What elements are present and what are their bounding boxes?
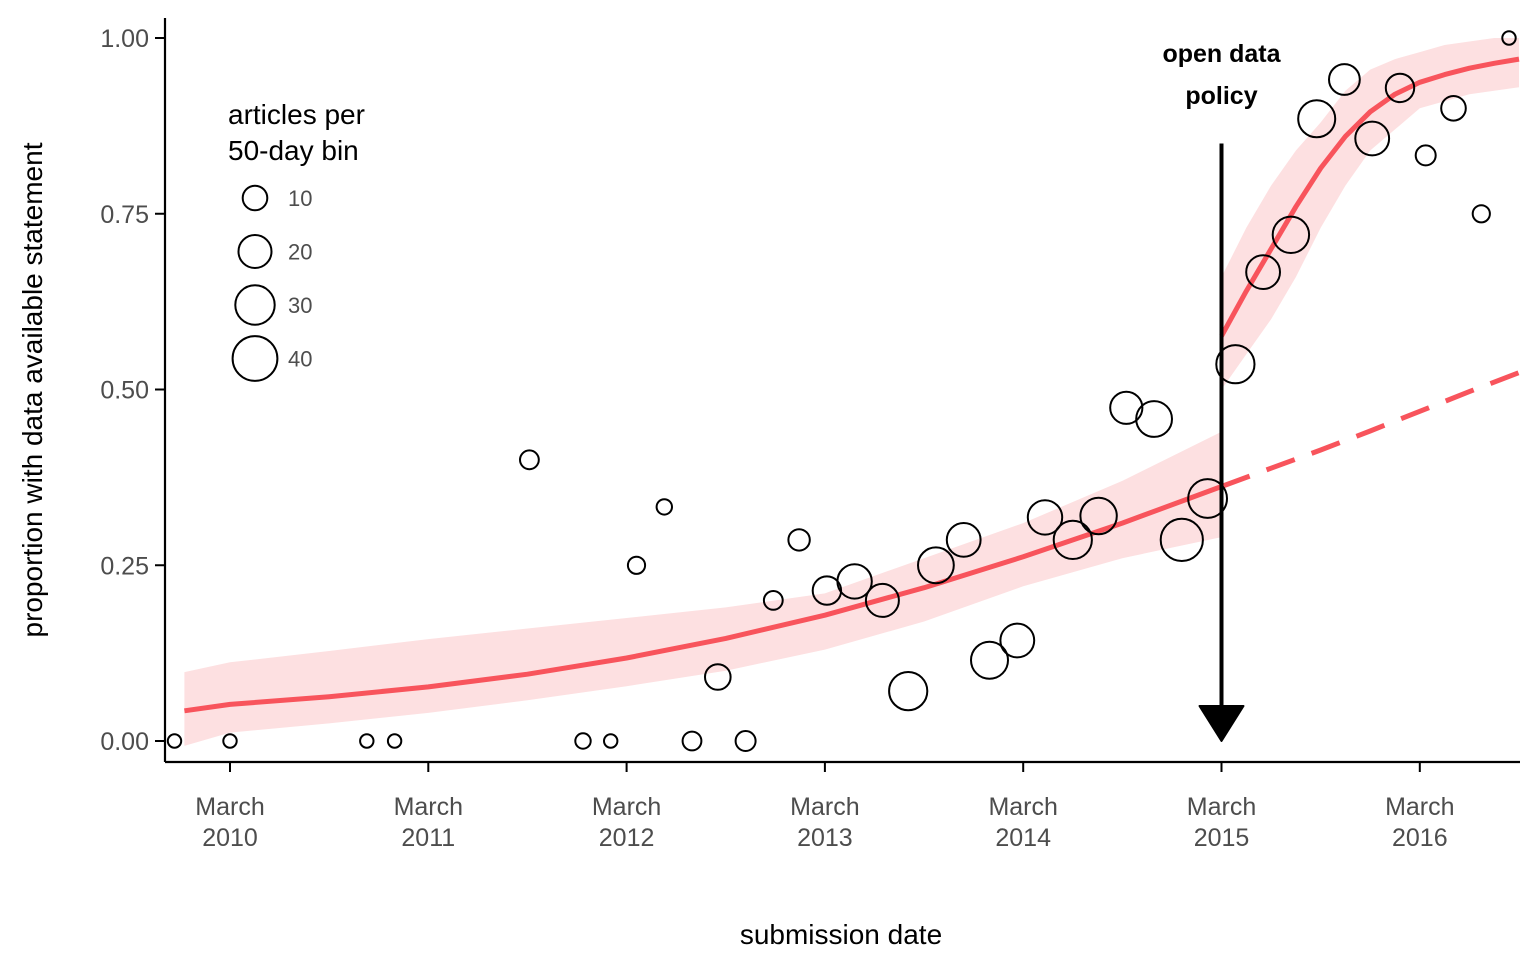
data-point bbox=[1384, 72, 1416, 104]
x-tick-label: March bbox=[988, 793, 1057, 821]
x-tick-label: March bbox=[592, 793, 661, 821]
y-tick-label: 0.50 bbox=[100, 377, 149, 405]
x-tick-label: March bbox=[1385, 793, 1454, 821]
data-point bbox=[1135, 400, 1173, 438]
data-point bbox=[970, 640, 1009, 680]
x-tick-label: 2016 bbox=[1392, 824, 1448, 852]
x-tick-label: 2012 bbox=[599, 824, 655, 852]
data-point bbox=[359, 733, 375, 749]
y-axis-ticks: 0.00 0.25 0.50 0.75 1.00 bbox=[100, 25, 165, 756]
data-point bbox=[1215, 344, 1256, 385]
data-point bbox=[888, 671, 929, 712]
x-tick-label: March bbox=[394, 793, 463, 821]
y-axis-title: proportion with data available statement bbox=[17, 142, 48, 637]
data-point bbox=[574, 732, 592, 750]
data-point bbox=[734, 730, 757, 752]
legend-size-label: 10 bbox=[288, 186, 312, 211]
legend-title: articles per bbox=[228, 99, 365, 130]
legend: articles per 50-day bin 10 20 30 40 bbox=[228, 99, 365, 382]
data-point bbox=[999, 622, 1036, 659]
data-point bbox=[1079, 496, 1118, 536]
data-point bbox=[1271, 215, 1311, 255]
fit-lines bbox=[184, 56, 1520, 714]
x-tick-label: 2010 bbox=[202, 824, 258, 852]
data-point bbox=[681, 730, 703, 752]
data-point bbox=[1440, 95, 1467, 122]
data-point bbox=[655, 498, 673, 516]
x-tick-label: March bbox=[790, 793, 859, 821]
policy-label: policy bbox=[1185, 82, 1257, 110]
data-point bbox=[1245, 254, 1281, 291]
data-point bbox=[1052, 519, 1093, 561]
legend-title: 50-day bin bbox=[228, 135, 359, 166]
legend-size-key bbox=[241, 184, 269, 212]
data-point bbox=[836, 563, 873, 600]
legend-size-label: 40 bbox=[288, 347, 312, 372]
x-tick-label: March bbox=[195, 793, 264, 821]
data-point bbox=[917, 546, 955, 585]
data-point bbox=[762, 590, 784, 611]
confidence-ribbons bbox=[184, 38, 1519, 746]
fit-line-post-policy bbox=[1219, 56, 1520, 338]
data-point bbox=[787, 528, 811, 552]
x-tick-label: March bbox=[1187, 793, 1256, 821]
data-point bbox=[1026, 499, 1064, 536]
data-point bbox=[945, 522, 982, 558]
open-data-policy-annotation: open data policy bbox=[1162, 40, 1282, 742]
data-point bbox=[626, 555, 647, 575]
data-point bbox=[519, 449, 540, 471]
data-point bbox=[1328, 63, 1361, 96]
data-point bbox=[1297, 99, 1337, 139]
data-point bbox=[1159, 517, 1204, 563]
data-point bbox=[1354, 120, 1391, 157]
x-tick-label: 2013 bbox=[797, 824, 853, 852]
confidence-ribbon-post-policy bbox=[1221, 38, 1519, 390]
data-point bbox=[704, 663, 732, 691]
legend-size-label: 30 bbox=[288, 293, 312, 318]
data-point bbox=[1501, 30, 1517, 46]
legend-size-key bbox=[231, 335, 279, 382]
y-tick-label: 0.25 bbox=[100, 552, 149, 580]
data-point bbox=[1414, 144, 1437, 167]
x-axis-title: submission date bbox=[740, 919, 942, 950]
legend-size-key bbox=[234, 284, 276, 326]
data-point bbox=[1187, 478, 1228, 519]
x-tick-label: 2011 bbox=[401, 824, 455, 852]
x-axis-ticks: March 2010 March 2011 March 2012 March 2013 Marc… bbox=[195, 762, 1455, 852]
fit-line-pre-policy bbox=[184, 484, 1223, 714]
policy-label: open data bbox=[1162, 40, 1281, 68]
data-point bbox=[1109, 390, 1144, 425]
legend-size-label: 20 bbox=[288, 240, 312, 265]
confidence-ribbon-pre-policy bbox=[184, 431, 1222, 746]
data-points bbox=[166, 30, 1517, 752]
legend-size-key bbox=[237, 234, 273, 269]
data-point bbox=[603, 733, 619, 749]
x-tick-label: 2014 bbox=[995, 824, 1051, 852]
data-point bbox=[1471, 204, 1491, 224]
y-tick-label: 0.00 bbox=[100, 728, 149, 756]
data-point bbox=[166, 733, 183, 749]
y-tick-label: 1.00 bbox=[100, 25, 149, 53]
x-tick-label: 2015 bbox=[1194, 824, 1250, 852]
y-tick-label: 0.75 bbox=[100, 201, 149, 229]
data-point bbox=[222, 733, 238, 749]
data-point bbox=[864, 582, 900, 618]
policy-arrow-head bbox=[1198, 705, 1245, 742]
data-point bbox=[386, 733, 403, 749]
fit-line-counterfactual bbox=[1220, 370, 1520, 489]
